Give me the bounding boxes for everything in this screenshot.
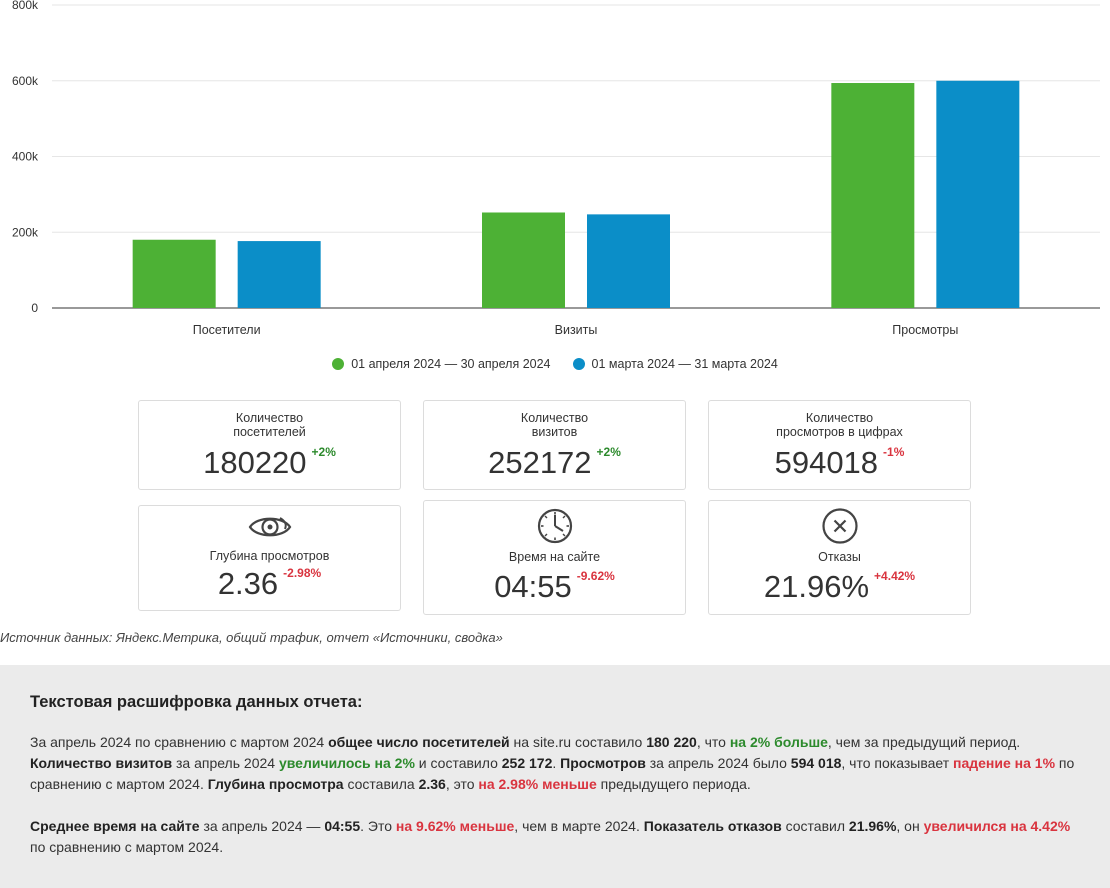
summary-paragraph-2: Среднее время на сайте за апрель 2024 — … (30, 816, 1080, 858)
eye-icon (139, 508, 400, 546)
legend-item-march[interactable]: 01 марта 2024 — 31 марта 2024 (572, 357, 778, 371)
summary-text-segment: Количество визитов (30, 755, 173, 771)
card-delta: +2% (311, 445, 336, 459)
summary-text-segment: 252 172 (501, 755, 553, 771)
summary-text-segment: Среднее время на сайте (30, 818, 200, 834)
summary-text-segment: 04:55 (324, 818, 361, 834)
summary-panel: Текстовая расшифровка данных отчета: За … (0, 665, 1110, 888)
card-visitors: Количество посетителей 180220 +2% (138, 400, 401, 490)
summary-text-segment: Просмотров (560, 755, 646, 771)
card-pageviews: Количество просмотров в цифрах 594018 -1… (708, 400, 971, 490)
summary-text-segment: . Это (360, 818, 396, 834)
summary-text-segment: на 9.62% меньше (395, 818, 515, 834)
summary-text-segment: по сравнению с мартом 2024. (30, 755, 1075, 792)
summary-text-segment: 21.96% (848, 818, 897, 834)
summary-text-segment: падение на 1% (953, 755, 1056, 771)
bar-april (831, 83, 915, 308)
summary-text-segment: за апрель 2024 было (645, 755, 791, 771)
summary-text-segment: Показатель отказов (643, 818, 782, 834)
summary-text-segment: Глубина просмотра (207, 776, 344, 792)
card-bounces: Отказы 21.96% +4.42% (708, 500, 971, 615)
card-value: 21.96% (763, 569, 870, 604)
summary-text-segment: 180 220 (646, 734, 697, 750)
card-time: Время на сайте 04:55 -9.62% (423, 500, 686, 615)
bar-april (132, 239, 216, 308)
summary-text-segment: на site.ru составило (509, 734, 647, 750)
bar-march (936, 80, 1020, 308)
summary-text-segment: увеличился на 4.42% (923, 818, 1071, 834)
summary-paragraph-1: За апрель 2024 по сравнению с мартом 202… (30, 732, 1080, 795)
bar-april (482, 212, 565, 308)
y-tick-label: 800k (12, 0, 39, 12)
summary-text-segment: за апрель 2024 — (199, 818, 325, 834)
card-label: Количество просмотров в цифрах (776, 411, 903, 439)
summary-text-segment: составил (781, 818, 849, 834)
card-visits: Количество визитов 252172 +2% (423, 400, 686, 490)
card-label: Количество посетителей (233, 411, 306, 439)
summary-text-segment: общее число посетителей (328, 734, 510, 750)
y-tick-label: 0 (31, 301, 38, 315)
y-tick-label: 200k (12, 225, 39, 239)
summary-text-segment: , он (896, 818, 924, 834)
summary-text-segment: , чем за предыдущий период. (827, 734, 1021, 750)
legend-label-march: 01 марта 2024 — 31 марта 2024 (591, 357, 778, 371)
summary-text-segment: за апрель 2024 (172, 755, 279, 771)
summary-text-segment: За апрель 2024 по сравнению с мартом 202… (30, 734, 329, 750)
y-tick-label: 600k (12, 74, 39, 88)
card-label: Время на сайте (508, 550, 601, 564)
clock-icon (424, 507, 685, 545)
summary-text-segment: , что показывает (841, 755, 954, 771)
summary-text-segment: по сравнению с мартом 2024. (30, 839, 224, 855)
x-tick-label: Просмотры (892, 323, 958, 337)
legend-label-april: 01 апреля 2024 — 30 апреля 2024 (351, 357, 551, 371)
chart-legend: 01 апреля 2024 — 30 апреля 2024 01 марта… (0, 357, 1110, 371)
summary-text-segment: 594 018 (790, 755, 842, 771)
card-label: Отказы (818, 550, 861, 564)
bar-chart: 0 200k 400k 600k 800k Посетители Визиты Просмот… (12, 0, 1100, 337)
close-circle-icon (709, 507, 970, 545)
y-tick-label: 400k (12, 150, 39, 164)
legend-dot-april (332, 358, 345, 370)
card-value: 180220 (203, 445, 307, 480)
legend-item-april[interactable]: 01 апреля 2024 — 30 апреля 2024 (332, 357, 551, 371)
card-delta: -1% (883, 445, 905, 459)
card-depth: Глубина просмотров 2.36 -2.98% (138, 505, 401, 611)
card-value: 594018 (774, 445, 879, 480)
bar-march (587, 214, 670, 308)
summary-text-segment: , что (696, 734, 730, 750)
summary-text-segment: и составило (414, 755, 502, 771)
summary-text-segment: , чем в марте 2024. (514, 818, 644, 834)
card-label: Количество визитов (520, 411, 589, 439)
summary-title: Текстовая расшифровка данных отчета: (30, 693, 363, 711)
summary-text-segment: увеличилось на 2% (278, 755, 415, 771)
summary-text-segment: . (552, 755, 561, 771)
summary-text-segment: на 2.98% меньше (478, 776, 597, 792)
summary-text-segment: предыдущего периода. (596, 776, 751, 792)
x-tick-label: Посетители (193, 323, 261, 337)
card-delta: -2.98% (283, 566, 322, 580)
bar-march (237, 241, 321, 308)
card-value: 2.36 (217, 566, 279, 601)
card-value: 04:55 (494, 569, 572, 604)
summary-text-segment: , это (445, 776, 479, 792)
legend-dot-march (572, 358, 585, 370)
summary-text-segment: составила (343, 776, 419, 792)
card-delta: +2% (596, 445, 621, 459)
card-delta: +4.42% (874, 569, 916, 583)
card-label: Глубина просмотров (209, 549, 330, 563)
card-delta: -9.62% (576, 569, 615, 583)
card-value: 252172 (488, 445, 592, 480)
summary-text-segment: 2.36 (418, 776, 446, 792)
x-tick-label: Визиты (555, 323, 598, 337)
data-source-note: Источник данных: Яндекс.Метрика, общий т… (0, 630, 503, 645)
summary-text-segment: на 2% больше (729, 734, 828, 750)
